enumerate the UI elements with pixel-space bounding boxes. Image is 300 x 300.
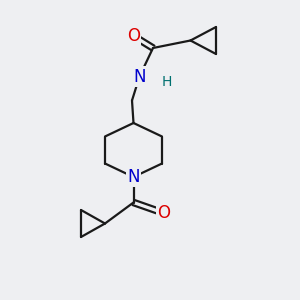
Text: N: N [133, 68, 146, 85]
Text: O: O [127, 27, 140, 45]
Text: N: N [127, 168, 140, 186]
Text: H: H [161, 76, 172, 89]
Text: O: O [157, 204, 170, 222]
